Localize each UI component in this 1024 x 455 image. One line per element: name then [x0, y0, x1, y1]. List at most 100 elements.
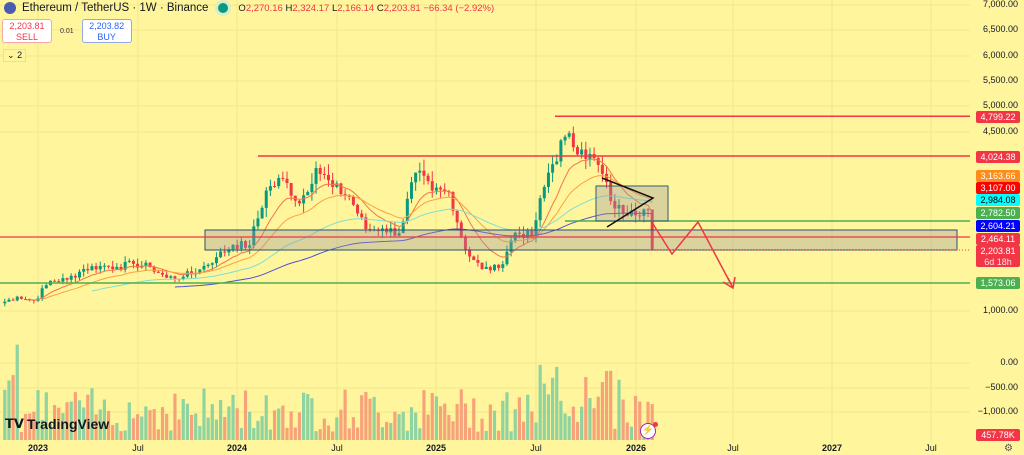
- volume-bar: [617, 379, 621, 440]
- price-tag: 2,984.08: [976, 194, 1020, 206]
- volume-bar: [534, 422, 538, 440]
- lightning-icon[interactable]: ⚡: [640, 422, 658, 439]
- candle-body: [148, 262, 152, 267]
- candle-body: [219, 251, 223, 258]
- volume-bar: [351, 417, 355, 440]
- volume-bar: [596, 396, 600, 440]
- volume-bar: [206, 417, 210, 440]
- volume-bar: [625, 422, 629, 440]
- candle-body: [306, 192, 310, 196]
- candle-body: [596, 157, 600, 165]
- candle-body: [430, 181, 434, 191]
- time-axis-label: Jul: [925, 443, 937, 453]
- settings-icon[interactable]: ⚙: [1004, 443, 1013, 454]
- volume-bar: [73, 392, 77, 440]
- volume-bar: [90, 388, 94, 440]
- time-axis-label: 2025: [425, 443, 447, 453]
- candle-body: [551, 164, 555, 173]
- candle-body: [65, 278, 69, 280]
- candle-body: [231, 244, 235, 250]
- volume-bar: [173, 393, 177, 440]
- volume-bar: [140, 416, 144, 440]
- volume-bar: [638, 401, 642, 440]
- candle-body: [173, 276, 177, 279]
- volume-bar: [289, 411, 293, 440]
- candle-body: [451, 192, 455, 211]
- volume-bar: [198, 425, 202, 440]
- price-chart[interactable]: [0, 0, 970, 443]
- volume-bar: [331, 431, 335, 440]
- price-tag: 3,163.66: [976, 170, 1020, 182]
- volume-bar: [82, 407, 86, 440]
- sell-button[interactable]: 2,203.81 SELL: [2, 19, 52, 43]
- candle-body: [73, 275, 77, 278]
- ethereum-logo-icon: [4, 2, 16, 14]
- volume-bar: [480, 418, 484, 440]
- candle-body: [82, 268, 86, 272]
- price-tag: 3,107.00: [976, 182, 1020, 194]
- volume-bar: [360, 395, 364, 440]
- volume-bar: [364, 391, 368, 440]
- market-status-icon[interactable]: [218, 3, 229, 13]
- candle-body: [227, 249, 231, 253]
- candle-body: [609, 182, 613, 201]
- volume-bar: [302, 392, 306, 440]
- volume-bar: [202, 388, 206, 440]
- price-axis-label: 5,500.00: [982, 75, 1018, 85]
- candle-body: [107, 265, 111, 267]
- volume-bar: [513, 409, 517, 440]
- candle-body: [493, 264, 496, 271]
- volume-bar: [69, 401, 73, 440]
- volume-bar: [7, 380, 11, 440]
- volume-bar: [194, 413, 198, 440]
- candle-body: [235, 244, 239, 249]
- volume-bar: [152, 409, 156, 440]
- time-axis-label: Jul: [331, 443, 343, 453]
- candle-body: [600, 164, 604, 174]
- candle-body: [310, 183, 314, 193]
- volume-bar: [160, 407, 165, 440]
- volume-bar: [347, 428, 351, 440]
- volume-bar: [451, 421, 455, 440]
- volume-bar: [268, 429, 272, 440]
- volume-bar: [343, 389, 347, 440]
- buy-button[interactable]: 2,203.82 BUY: [81, 19, 132, 43]
- candle-body: [426, 175, 430, 182]
- volume-bar: [28, 413, 32, 440]
- volume-bar: [468, 427, 472, 440]
- volume-bar: [430, 392, 434, 440]
- candle-body: [78, 271, 81, 278]
- candle-body: [202, 266, 206, 270]
- price-tag: 2,203.81 6d 18h: [976, 245, 1020, 267]
- candle-body: [555, 161, 559, 165]
- tv-logo-icon: 𝗧𝗩: [5, 416, 24, 431]
- spread: 0.01: [60, 27, 74, 35]
- volume-bar: [235, 408, 239, 440]
- volume-bar: [248, 411, 252, 440]
- candle-body: [401, 221, 405, 234]
- chevron-down-icon: ⌄: [7, 50, 15, 60]
- indicators-collapse-button[interactable]: ⌄ 2: [3, 49, 27, 62]
- volume-bar: [239, 428, 243, 440]
- symbol-title[interactable]: Ethereum / TetherUS · 1W · Binance: [22, 2, 209, 14]
- candle-body: [422, 170, 426, 176]
- arrow-head-icon: [722, 276, 736, 290]
- candle-body: [331, 180, 335, 187]
- volume-bar: [542, 383, 546, 440]
- volume-bar: [546, 394, 551, 440]
- volume-bar: [501, 400, 505, 440]
- volume-bar: [497, 430, 501, 440]
- volume-bar: [592, 408, 596, 440]
- candle-body: [410, 182, 413, 199]
- tradingview-logo[interactable]: 𝗧𝗩 TradingView: [5, 416, 110, 432]
- consolidation-box: [595, 185, 669, 222]
- candle-body: [322, 173, 326, 175]
- volume-bar: [123, 430, 127, 440]
- price-tag: 2,464.11: [976, 233, 1020, 245]
- candle-body: [364, 217, 368, 229]
- candle-body: [646, 209, 650, 211]
- symbol-header: Ethereum / TetherUS · 1W · Binance O2,27…: [4, 2, 494, 14]
- volume-bar: [588, 398, 592, 440]
- candle-body: [546, 172, 550, 187]
- volume-bar: [414, 412, 418, 440]
